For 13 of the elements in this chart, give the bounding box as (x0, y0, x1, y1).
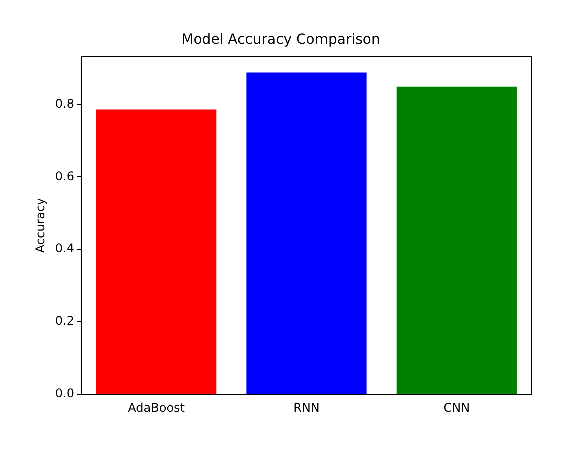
y-tick-label: 0.0 (55, 386, 74, 401)
bar (96, 110, 217, 394)
y-tick-label: 0.8 (55, 96, 74, 111)
y-tick-label: 0.2 (55, 314, 74, 328)
x-tick-label: AdaBoost (128, 400, 186, 415)
x-tick-label: RNN (294, 400, 320, 415)
chart-title: Model Accuracy Comparison (182, 32, 380, 48)
bar (246, 72, 367, 394)
y-tick-label: 0.6 (55, 169, 74, 184)
y-axis-title: Accuracy (33, 198, 48, 254)
x-tick-label: CNN (444, 400, 470, 415)
y-tick-label: 0.4 (55, 242, 74, 256)
bar (396, 86, 517, 394)
